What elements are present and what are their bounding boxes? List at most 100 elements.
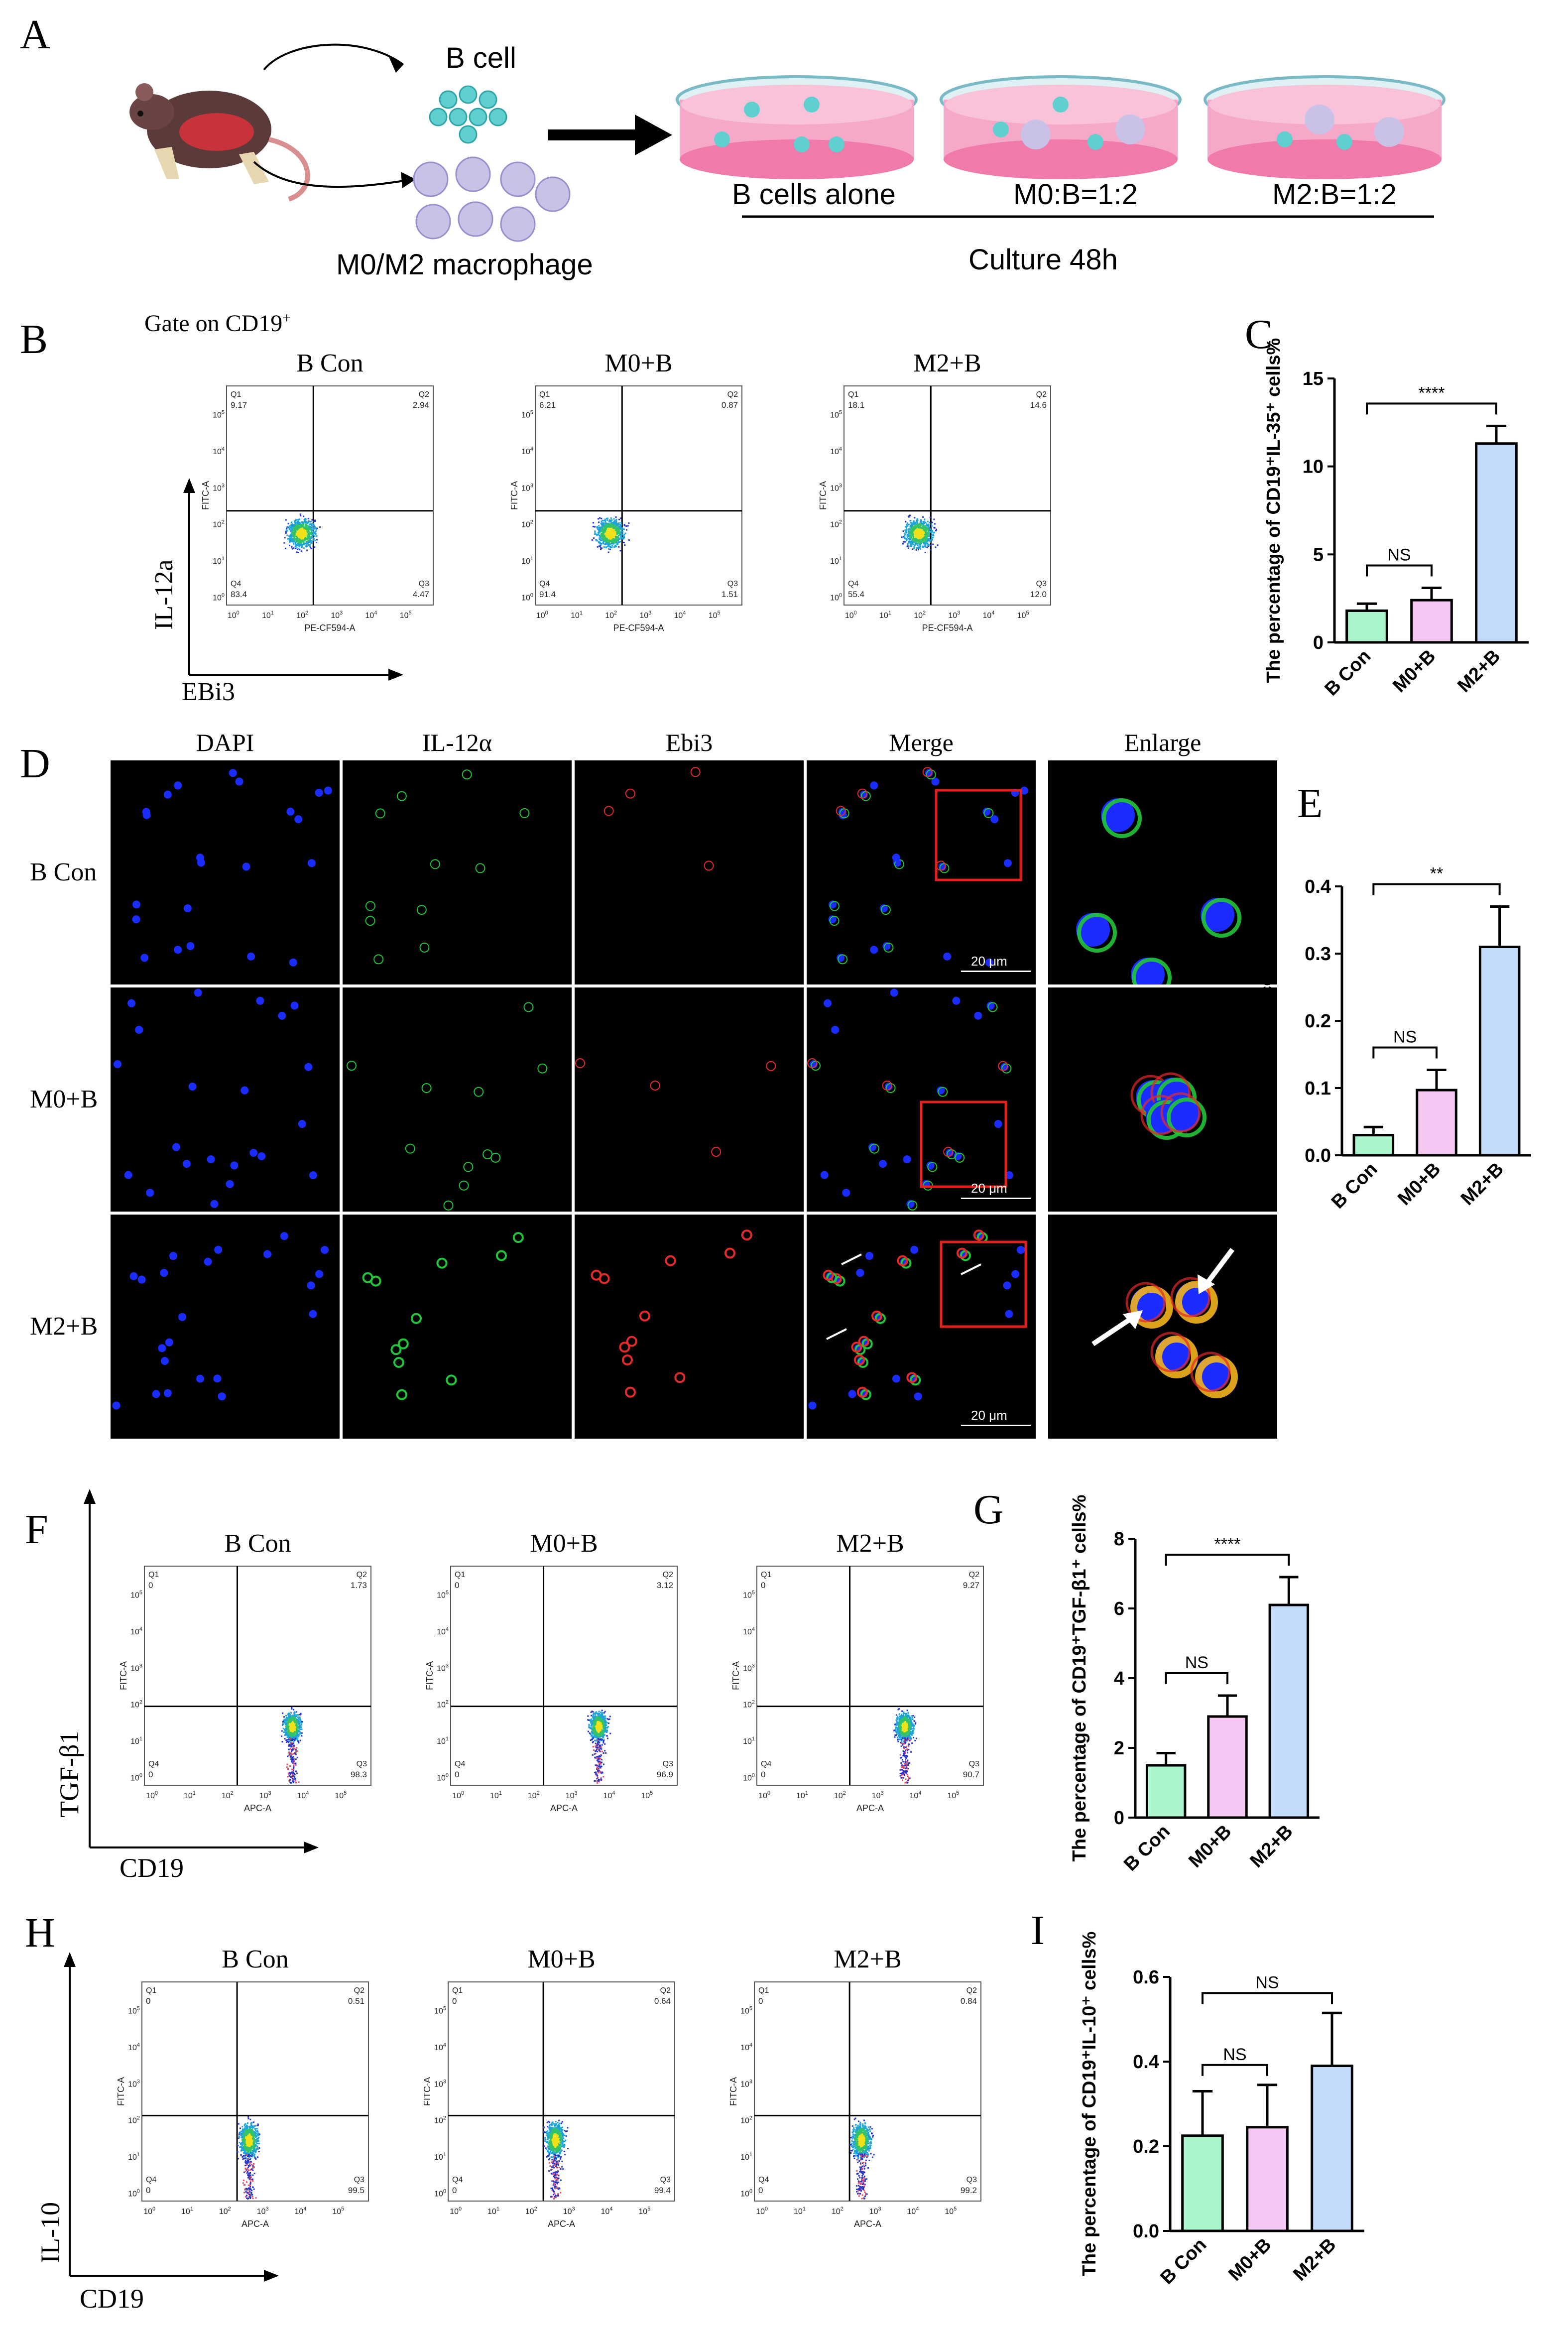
quadrant-value-q2: 0.84 [961,1996,977,2006]
quadrant-value-q4: 0 [761,1770,765,1779]
x-axis-parameter: PE-CF594-A [922,623,972,633]
y-tick-label: 0.0 [1305,1145,1331,1166]
y-tick-label: 0.2 [1305,1011,1331,1032]
y-tick-label: 105 [437,1590,449,1600]
row-label: M0+B [30,1085,98,1113]
y-tick-label: 103 [740,2079,752,2088]
y-tick-label: 103 [130,1663,142,1673]
x-tick-label: M0+B [1389,646,1440,697]
quadrant-value-q1: 0 [148,1581,153,1590]
bar [1352,1134,1395,1157]
significance-label: **** [1419,383,1445,402]
x-tick-label: 101 [879,610,891,620]
y-tick-label: 0.0 [1133,2221,1159,2242]
y-axis-parameter: FITC-A [116,2077,126,2106]
x-tick-label: 105 [641,1790,653,1800]
panel-letter-i: I [1031,1907,1045,1954]
y-tick-label: 100 [434,2188,446,2198]
quadrant-name: Q2 [1036,390,1047,399]
y-tick-label: 0.6 [1133,1967,1159,1988]
x-tick-label: 102 [834,1790,846,1800]
scale-bar-label: 20 μm [971,1181,1007,1196]
y-tick-label: 105 [830,410,842,420]
y-tick-label: 2 [1114,1738,1124,1759]
y-tick-label: 0.4 [1305,876,1331,897]
x-tick-label: 102 [605,610,617,620]
y-tick-label: 105 [434,2006,446,2016]
y-axis-parameter: FITC-A [425,1661,435,1690]
quadrant-name: Q2 [727,390,738,399]
ylabel-h: IL-10 [35,2202,65,2263]
quadrant-value-q4: 0 [146,2186,150,2195]
scale-bar-label: 20 μm [971,1408,1007,1423]
flow-plot-title: M2+B [913,349,981,377]
quadrant-value-q2: 3.12 [657,1581,673,1590]
panel-letter-g: G [973,1486,1004,1533]
quadrant-name: Q2 [354,1986,364,1995]
significance-label: NS [1185,1653,1208,1672]
quadrant-name: Q4 [761,1760,771,1768]
panel-letter-d: D [20,740,50,787]
quadrant-name: Q4 [539,580,550,588]
x-tick-label: 103 [948,610,960,620]
x-axis-parameter: PE-CF594-A [304,623,355,633]
micrograph [807,760,1036,984]
y-tick-label: 100 [521,592,533,602]
x-tick-label: B Con [1321,646,1375,700]
x-tick-label: 100 [143,2206,155,2216]
x-axis-parameter: APC-A [548,2219,575,2229]
panel-letter-h: H [25,1910,55,1956]
significance-label: **** [1214,1535,1241,1554]
significance-label: NS [1223,2045,1246,2064]
quadrant-value-q3: 98.3 [351,1770,367,1779]
flow-plot: 100100101101102102103103104104105105APC-… [119,1566,371,1813]
quadrant-value-q3: 12.0 [1030,590,1047,599]
bar-chart-e: 0.0 0.1 0.2 0.3 0.4 The ratio of IL-35⁺B cell… [1256,864,1531,1213]
micrograph [575,760,804,984]
flow-plot-title: B Con [296,349,363,377]
x-tick-label: 103 [257,2206,269,2216]
y-tick-label: 102 [128,2115,140,2125]
y-tick-label: 100 [830,592,842,602]
significance-label: NS [1387,545,1411,564]
quadrant-name: Q2 [660,1986,671,1995]
flow-plot-title: B Con [224,1529,291,1558]
quadrant-name: Q3 [357,1760,367,1768]
y-tick-label: 102 [740,2115,752,2125]
x-tick-label: B Con [1327,1159,1382,1213]
quadrant-value-q3: 99.5 [348,2186,364,2195]
y-tick-label: 5 [1313,544,1324,565]
enlarge-image [1048,760,1277,984]
quadrant-value-q3: 1.51 [722,590,738,599]
y-tick-label: 0.1 [1305,1078,1331,1099]
y-tick-label: 100 [743,1772,755,1782]
dish-icon [1204,75,1446,179]
quadrant-value-q4: 0 [452,2186,457,2195]
flow-plot-title: M0+B [530,1529,598,1558]
y-tick-label: 104 [128,2042,140,2052]
quadrant-name: Q4 [231,580,241,588]
quadrant-value-q2: 14.6 [1030,400,1047,410]
flow-plot-title: M0+B [604,349,673,377]
x-tick-label: 104 [674,610,686,620]
x-tick-label: M2+B [1246,1821,1297,1872]
flow-plot: 100100101101102102103103104104105105APC-… [425,1566,678,1813]
quadrant-value-q3: 96.9 [657,1770,673,1779]
dish-icon [940,75,1182,179]
x-tick-label: 104 [295,2206,307,2216]
y-tick-label: 101 [437,1736,449,1746]
quadrant-name: Q3 [969,1760,979,1768]
bar [1311,2065,1353,2232]
quadrant-name: Q3 [663,1760,673,1768]
dish-icon [676,75,918,179]
y-tick-label: 101 [740,2152,752,2162]
quadrant-value-q3: 4.47 [413,590,429,599]
axis-arrows-b [183,478,403,681]
y-tick-label: 0.3 [1305,944,1331,965]
y-tick-label: 102 [830,519,842,529]
quadrant-name: Q1 [146,1986,156,1995]
quadrant-name: Q4 [146,2176,156,2184]
x-axis-parameter: APC-A [856,1803,884,1813]
